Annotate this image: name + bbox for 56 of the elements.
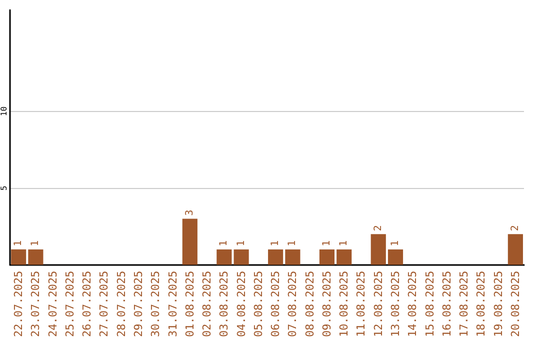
x-tick-label: 20.08.2025 bbox=[508, 270, 522, 338]
bar bbox=[234, 249, 249, 265]
data-label: 2 bbox=[510, 225, 521, 232]
x-tick-label: 30.07.2025 bbox=[149, 270, 162, 338]
bar bbox=[28, 249, 44, 265]
data-label: 1 bbox=[338, 240, 350, 246]
x-tick-label: 16.08.2025 bbox=[440, 270, 454, 338]
x-tick-label: 05.08.2025 bbox=[252, 270, 265, 338]
data-label: 1 bbox=[236, 240, 247, 246]
bar bbox=[11, 249, 26, 265]
bar bbox=[182, 218, 198, 265]
x-tick-label: 17.08.2025 bbox=[458, 270, 471, 338]
x-tick-label: 14.08.2025 bbox=[406, 270, 420, 338]
x-tick-label: 18.08.2025 bbox=[474, 270, 488, 338]
x-tick-label: 15.08.2025 bbox=[423, 270, 436, 338]
x-tick-label: 19.08.2025 bbox=[492, 270, 505, 338]
bar bbox=[216, 249, 232, 265]
y-tick-label: 5 bbox=[0, 185, 8, 190]
bar bbox=[285, 249, 300, 265]
x-tick-label: 12.08.2025 bbox=[372, 270, 385, 338]
data-label: 1 bbox=[321, 240, 332, 246]
y-tick-label: 10 bbox=[0, 106, 8, 116]
x-tick-label: 31.07.2025 bbox=[166, 270, 180, 338]
x-tick-label: 04.08.2025 bbox=[234, 270, 248, 338]
data-label: 1 bbox=[13, 240, 24, 246]
data-label: 1 bbox=[390, 240, 401, 246]
x-tick-label: 29.07.2025 bbox=[132, 270, 145, 338]
x-tick-label: 25.07.2025 bbox=[63, 270, 76, 338]
x-tick-label: 10.08.2025 bbox=[338, 270, 351, 338]
x-tick-label: 03.08.2025 bbox=[218, 270, 231, 338]
data-label: 3 bbox=[184, 210, 196, 216]
x-tick-label: 26.07.2025 bbox=[80, 270, 94, 338]
data-label: 1 bbox=[30, 240, 42, 246]
bar bbox=[370, 234, 386, 265]
bar bbox=[319, 249, 335, 265]
x-tick-label: 23.07.2025 bbox=[29, 270, 42, 338]
data-label: 1 bbox=[287, 240, 298, 246]
x-tick-label: 01.08.2025 bbox=[183, 270, 196, 338]
x-tick-label: 24.07.2025 bbox=[46, 270, 60, 338]
bar bbox=[268, 249, 284, 265]
x-tick-label: 22.07.2025 bbox=[12, 270, 26, 338]
data-label: 1 bbox=[218, 240, 230, 246]
data-label: 1 bbox=[270, 240, 282, 246]
x-tick-label: 09.08.2025 bbox=[320, 270, 334, 338]
x-tick-label: 08.08.2025 bbox=[303, 270, 316, 338]
x-tick-label: 11.08.2025 bbox=[354, 270, 368, 338]
x-tick-label: 06.08.2025 bbox=[269, 270, 282, 338]
bar bbox=[388, 249, 404, 265]
x-tick-label: 28.07.2025 bbox=[114, 270, 128, 338]
x-tick-label: 27.07.2025 bbox=[98, 270, 111, 338]
x-tick-label: 07.08.2025 bbox=[286, 270, 300, 338]
x-tick-label: 02.08.2025 bbox=[200, 270, 214, 338]
bar bbox=[336, 249, 352, 265]
x-tick-label: 13.08.2025 bbox=[389, 270, 402, 338]
data-label: 2 bbox=[372, 225, 384, 232]
bar bbox=[508, 234, 523, 265]
